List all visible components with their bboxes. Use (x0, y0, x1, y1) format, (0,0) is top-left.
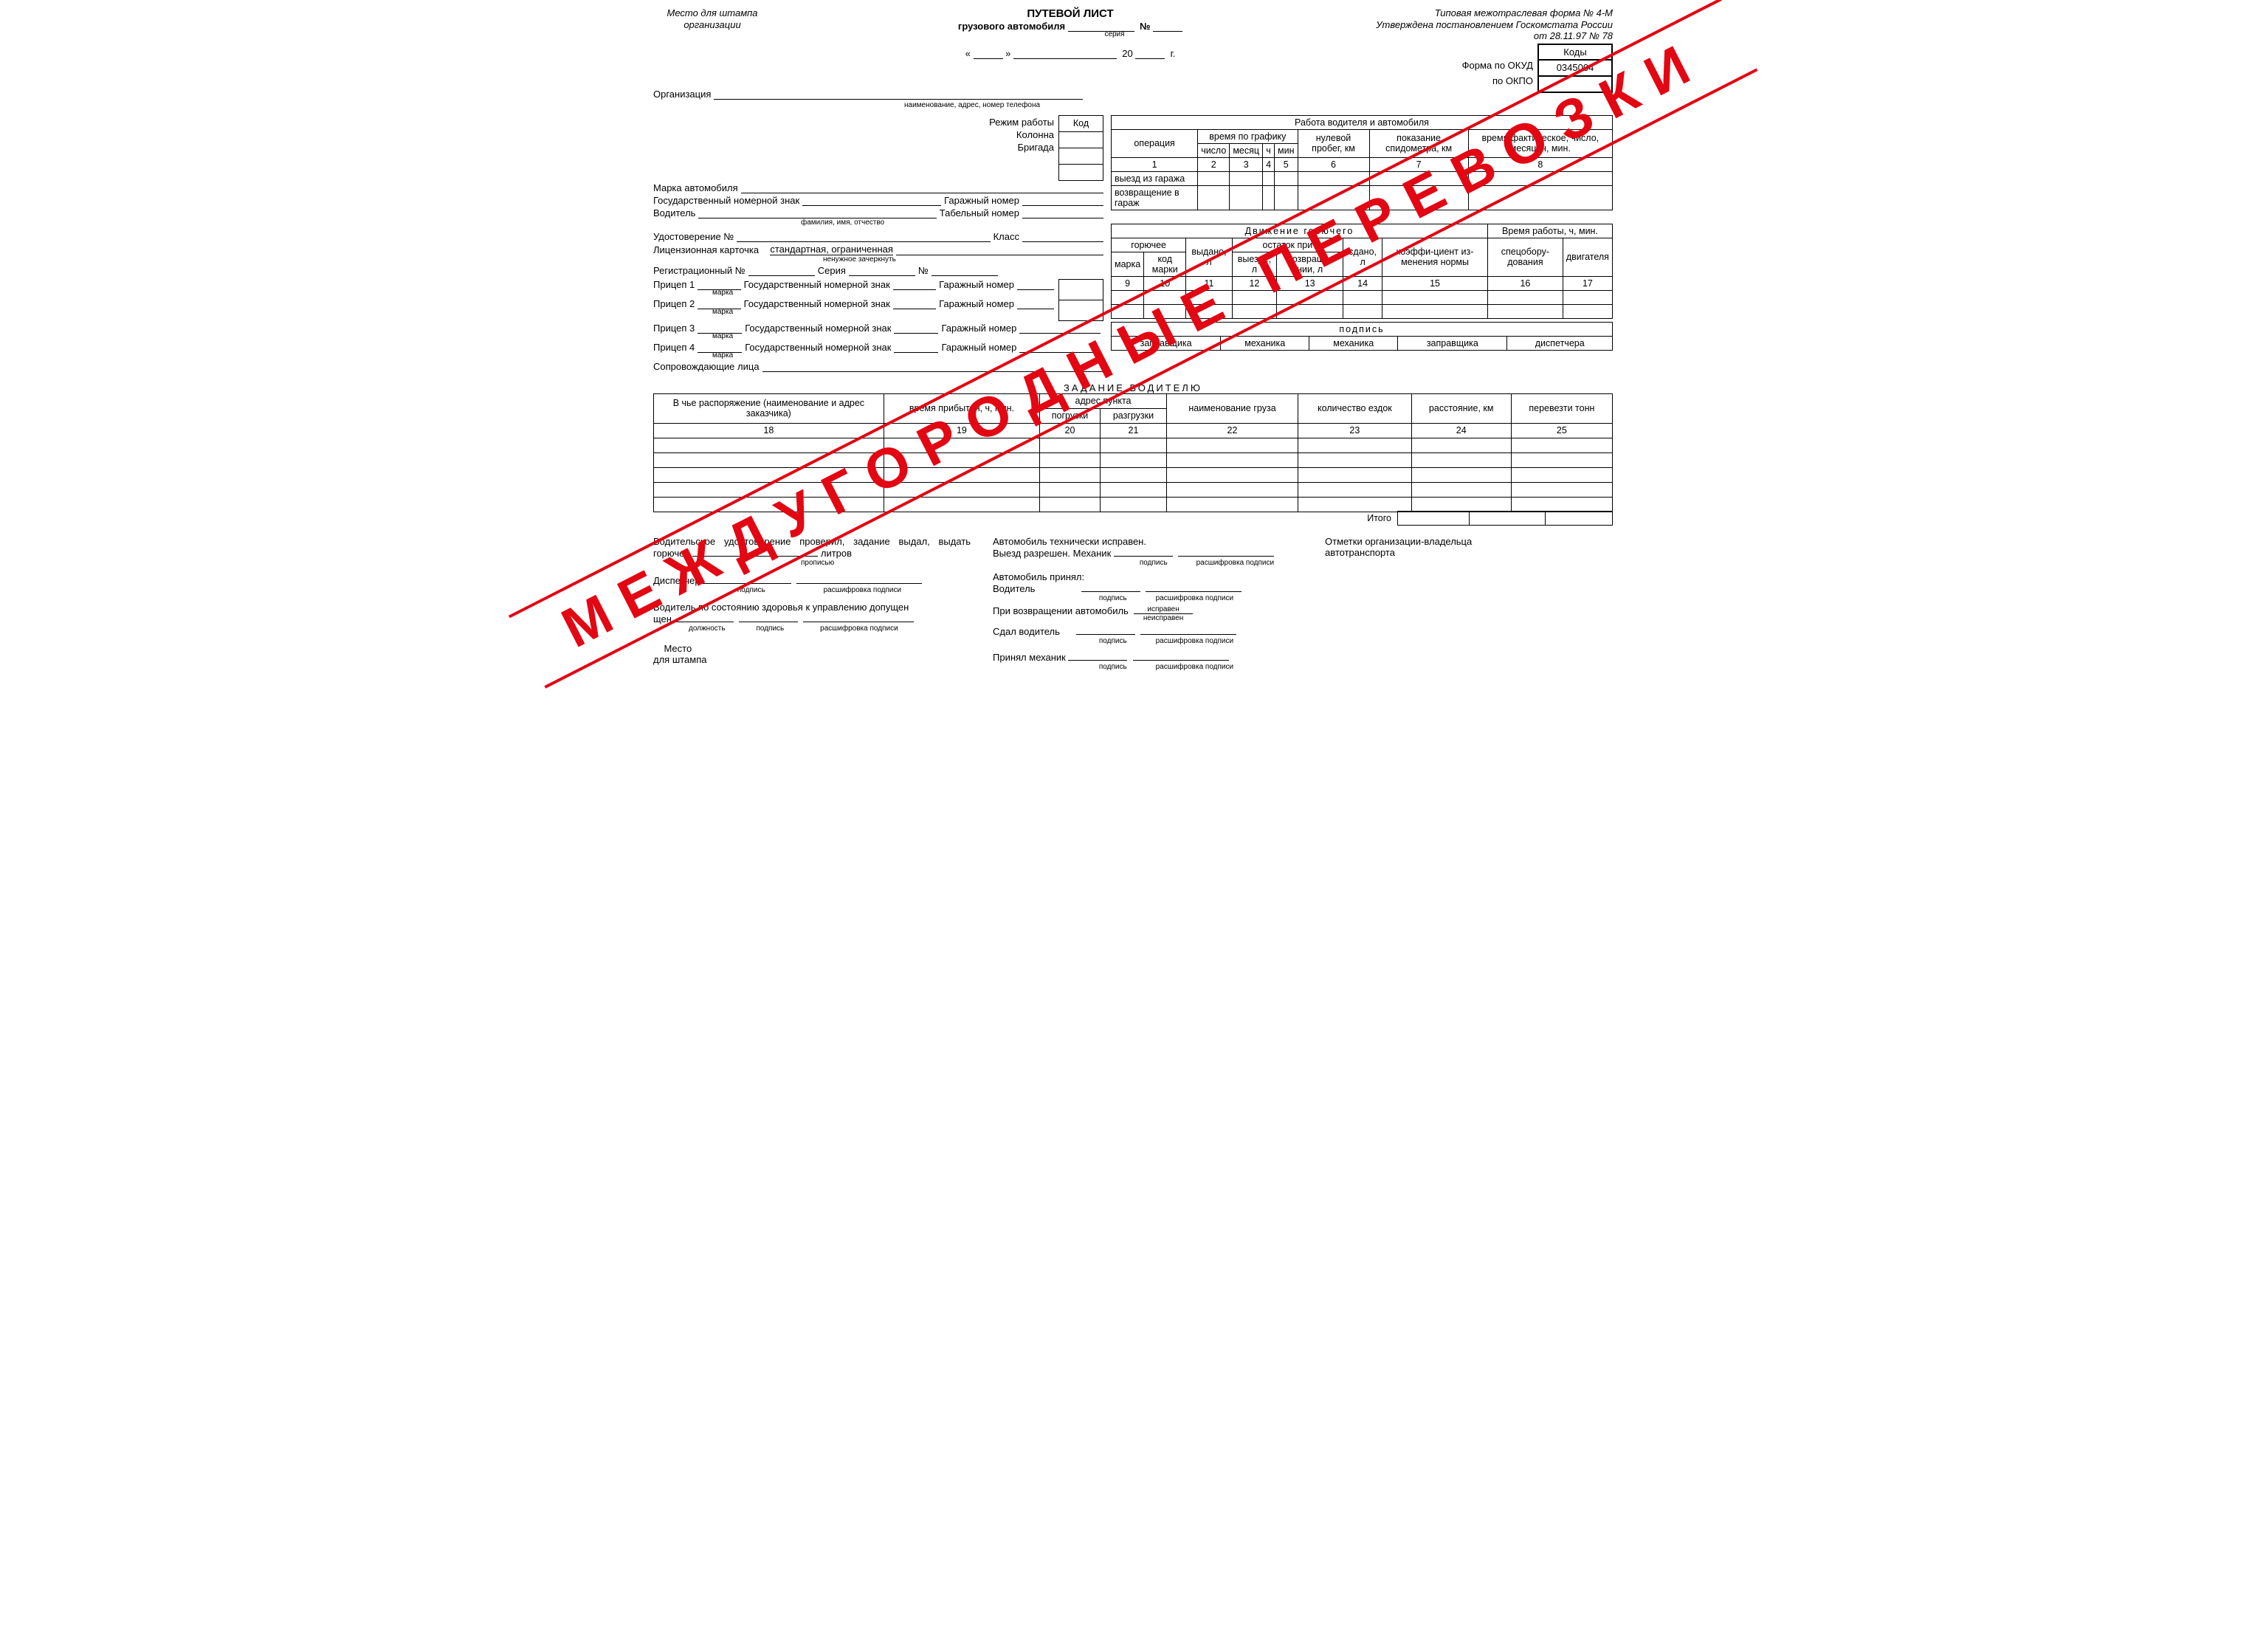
right-column: Работа водителя и автомобиля операция вр… (1111, 115, 1613, 374)
title-block: ПУТЕВОЙ ЛИСТ грузового автомобиля № сери… (771, 7, 1369, 93)
driver-work-table: Работа водителя и автомобиля операция вр… (1111, 115, 1613, 210)
mode-code-table: Код (1058, 115, 1103, 181)
task-total: Итого (1364, 511, 1613, 526)
stamp-place: Место для штампа организации (653, 7, 771, 93)
signatures-table: подпись заправщика механика механика зап… (1111, 322, 1613, 351)
codes-table: Коды 0345004 (1537, 44, 1613, 93)
codes-title: Коды (1538, 44, 1612, 61)
stamp-place-2: Место для штампа (653, 643, 971, 665)
task-title: ЗАДАНИЕ ВОДИТЕЛЮ (653, 382, 1613, 393)
okud-code: 0345004 (1538, 60, 1612, 76)
okpo-code (1538, 76, 1612, 92)
okud-label: Форма по ОКУД (1462, 60, 1537, 72)
subtitle: грузового автомобиля (958, 21, 1065, 32)
task-table: В чье распоряжение (наименование и адрес… (653, 393, 1613, 512)
fuel-table: Движение горючего Время работы, ч, мин. … (1111, 224, 1613, 319)
left-column: Режим работы Колонна Бригада Код Марка а… (653, 115, 1103, 374)
trailer-code (1058, 279, 1103, 321)
number-sign: № (1140, 21, 1151, 32)
bottom-section: Водительское удостоверение проверил, зад… (653, 536, 1613, 671)
issue-fuel: Водительское удостоверение проверил, зад… (653, 536, 971, 559)
right-header: Типовая межотраслевая форма № 4-М Утверж… (1369, 7, 1613, 93)
series-sub: серия (860, 30, 1369, 38)
stamp-l2: организации (683, 19, 740, 30)
waybill-form: МЕЖДУГОРОДНЫЕ ПЕРЕВОЗКИ Место для штампа… (646, 0, 1620, 686)
date-row: « » 20 г. (771, 47, 1369, 59)
okpo-label: по ОКПО (1462, 75, 1537, 87)
org-sub: наименование, адрес, номер телефона (904, 101, 1613, 109)
stamp-l1: Место для штампа (667, 7, 757, 18)
title: ПУТЕВОЙ ЛИСТ (771, 7, 1369, 20)
